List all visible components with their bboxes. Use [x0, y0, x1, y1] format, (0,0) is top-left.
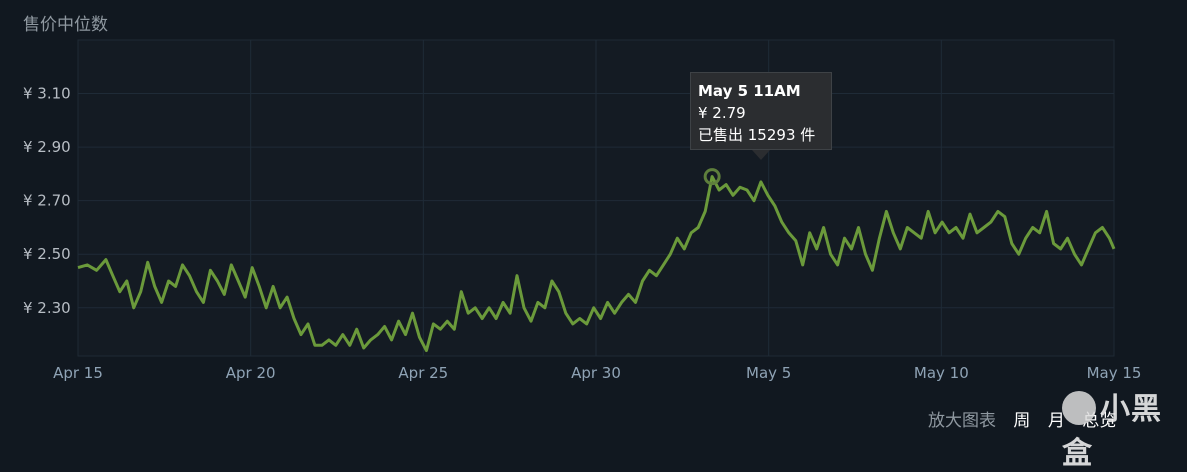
x-tick-label: Apr 15 [53, 364, 103, 382]
x-tick-label: May 15 [1087, 364, 1142, 382]
tooltip: May 5 11AM ¥ 2.79 已售出 15293 件 [690, 72, 832, 150]
tooltip-arrow [752, 150, 770, 160]
y-tick-label: ¥ 2.70 [23, 192, 71, 210]
y-tick-label: ¥ 3.10 [23, 85, 71, 103]
x-axis: Apr 15 Apr 20 Apr 25 Apr 30 May 5 May 10 May 1… [53, 364, 1141, 382]
y-tick-label: ¥ 2.50 [23, 245, 71, 263]
x-tick-label: May 10 [914, 364, 969, 382]
watermark-logo: 小黑盒 [1062, 384, 1187, 472]
chart-title: 售价中位数 [23, 15, 108, 35]
zoom-label: 放大图表 [928, 411, 996, 431]
y-axis: ¥ 3.10 ¥ 2.90 ¥ 2.70 ¥ 2.50 ¥ 2.30 [23, 85, 71, 317]
range-month-button[interactable]: 月 [1047, 411, 1065, 431]
x-tick-label: Apr 30 [571, 364, 621, 382]
range-week-button[interactable]: 周 [1013, 411, 1031, 431]
price-chart[interactable]: ¥ 3.10¥ 2.90¥ 2.70¥ 2.50¥ 2.30 Apr 15 Apr… [0, 0, 1187, 438]
x-tick-label: Apr 25 [398, 364, 448, 382]
chart-controls: 放大图表 周 月 总览 [928, 406, 1128, 431]
tooltip-sold: 已售出 15293 件 [698, 126, 816, 144]
watermark-badge-icon [1062, 390, 1096, 425]
tooltip-price: ¥ 2.79 [698, 104, 746, 122]
hover-point-marker [703, 168, 721, 186]
x-tick-label: Apr 20 [226, 364, 276, 382]
price-line[interactable] [77, 175, 1116, 353]
grid-lines [78, 40, 1114, 356]
tooltip-date: May 5 11AM [698, 82, 801, 100]
y-tick-label: ¥ 2.90 [23, 138, 71, 156]
y-tick-label: ¥ 2.30 [23, 299, 71, 317]
x-tick-label: May 5 [746, 364, 791, 382]
